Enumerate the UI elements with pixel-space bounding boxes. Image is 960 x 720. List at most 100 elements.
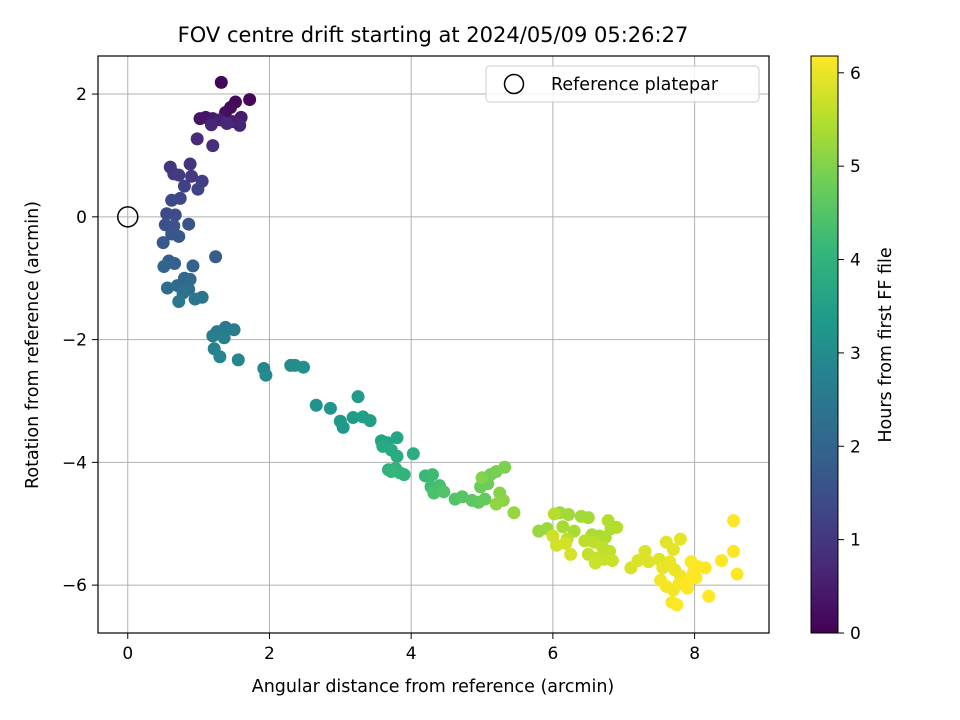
data-point [185,169,199,183]
y-tick-label: −4 [62,453,87,473]
data-point [172,229,186,243]
data-point [498,460,512,474]
legend-open-circle-icon [503,73,525,95]
y-tick-label: 0 [76,208,87,228]
colorbar: 0 1 2 3 4 5 6 Hours from first FF file [810,55,896,644]
data-point [206,329,220,343]
data-point [425,468,439,482]
data-point [323,401,337,415]
data-point [507,506,521,520]
x-tick-label: 6 [547,644,558,664]
data-point [165,193,179,207]
data-point [478,492,492,506]
colorbar-tick-label: 6 [850,64,861,84]
data-point [547,507,561,521]
x-tick-label: 4 [406,644,417,664]
colorbar-label: Hours from first FF file [876,247,896,442]
data-point [177,179,191,193]
data-point [727,514,741,528]
y-axis-label: Rotation from reference (arcmin) [23,201,43,489]
data-point [561,508,575,522]
colorbar-tick-label: 2 [850,437,861,457]
x-tick-label: 2 [264,644,275,664]
data-point [610,520,624,534]
data-point [475,471,489,485]
axis-ticks: 0 2 4 6 8 2 0 −2 −4 −6 [62,85,700,664]
data-point [231,353,245,367]
data-point [406,447,420,461]
data-point [427,486,441,500]
data-point [156,236,170,250]
data-point [642,555,656,569]
data-point [220,117,234,131]
data-point [455,490,469,504]
data-point [564,547,578,561]
data-point [309,398,323,412]
data-point [681,581,695,595]
y-tick-label: −2 [62,331,87,351]
data-point [188,292,202,306]
data-point [702,589,716,603]
data-point [666,543,680,557]
legend: Reference platepar [485,65,760,103]
colorbar-tick-label: 5 [850,157,861,177]
data-point [581,511,595,525]
data-point [243,93,257,107]
data-point [193,112,207,126]
data-point [698,561,712,575]
data-point [715,554,729,568]
colorbar-ticks: 0 1 2 3 4 5 6 [838,64,861,644]
data-point [204,118,218,132]
data-point [670,598,684,612]
data-point [172,295,186,309]
legend-entry-reference-platepar: Reference platepar [551,75,719,95]
data-point [336,420,350,434]
data-point [233,118,247,132]
data-point [588,556,602,570]
colorbar-tick-label: 1 [850,531,861,551]
colorbar-gradient [810,55,839,634]
colorbar-tick-label: 4 [850,251,861,271]
x-tick-label: 0 [122,644,133,664]
data-point [638,544,652,558]
data-point [213,350,227,364]
data-point [182,217,196,231]
x-axis-label: Angular distance from reference (arcmin) [252,677,615,697]
plot-frame [97,55,770,634]
chart-title: FOV centre drift starting at 2024/05/09 … [178,23,689,47]
data-point [259,368,273,382]
data-point [190,132,204,146]
data-point [206,139,220,153]
data-point [363,414,377,428]
data-point [209,250,223,264]
data-point [727,544,741,558]
data-point [191,182,205,196]
data-point [489,497,503,511]
legend-box [485,65,760,103]
data-point [217,331,231,345]
data-point [186,259,200,273]
data-point [390,431,404,445]
data-point [157,260,171,274]
data-point [168,256,182,270]
data-point [673,532,687,546]
y-tick-label: 2 [76,85,87,105]
y-tick-label: −6 [62,576,87,596]
data-point [172,168,186,182]
colorbar-tick-label: 3 [850,344,861,364]
data-point [168,208,182,222]
data-point [160,281,174,295]
data-point [183,272,197,286]
reference-platepar-marker [117,206,139,228]
data-point [390,449,404,463]
data-point [730,567,744,581]
data-point [296,360,310,374]
data-point [214,75,228,89]
data-point [559,536,573,550]
data-point [351,390,365,404]
data-point [437,485,451,499]
data-point [346,411,360,425]
data-point [689,571,703,585]
